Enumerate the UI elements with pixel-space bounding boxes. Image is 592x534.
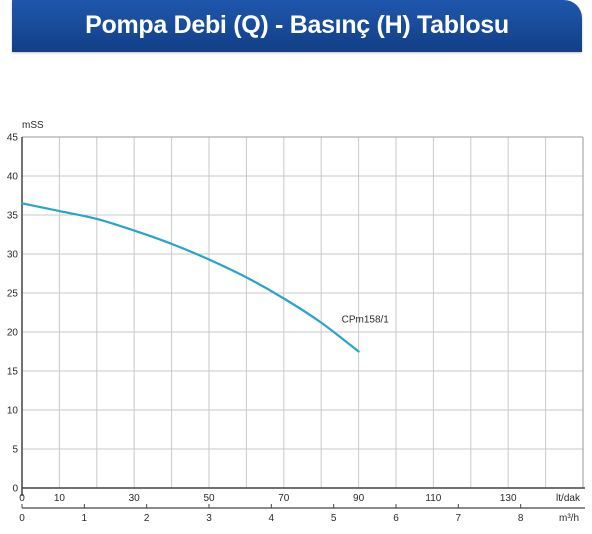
chart-title: Pompa Debi (Q) - Basınç (H) Tablosu	[85, 11, 509, 39]
plot-frame	[21, 136, 585, 509]
x-tick-ltdak-10: 10	[54, 493, 66, 504]
x-tick-m3h-0: 0	[19, 513, 25, 524]
x-tick-m3h-5: 5	[331, 513, 337, 524]
x-unit-m3h: m³/h	[559, 513, 579, 524]
y-tick-35: 35	[7, 211, 19, 222]
y-tick-40: 40	[7, 172, 19, 183]
x-axis-ticks-m3h: 0 1 2 3 4 5 6 7 8 m³/h	[19, 504, 579, 524]
x-tick-ltdak-50: 50	[203, 493, 215, 504]
x-tick-ltdak-130: 130	[500, 493, 517, 504]
x-tick-ltdak-30: 30	[129, 493, 141, 504]
x-tick-m3h-3: 3	[206, 513, 212, 524]
x-tick-ltdak-0: 0	[19, 493, 25, 504]
y-tick-25: 25	[7, 289, 19, 300]
series-line-0	[20, 202, 360, 353]
x-axis-ticks-lt-dak: 0 10 30 50 70 90 110 130 lt/dak	[19, 493, 581, 504]
y-tick-0: 0	[12, 484, 18, 495]
x-tick-m3h-1: 1	[82, 513, 88, 524]
x-tick-ltdak-110: 110	[425, 493, 441, 504]
y-tick-30: 30	[7, 250, 19, 261]
y-tick-5: 5	[12, 445, 18, 456]
x-tick-m3h-2: 2	[144, 513, 150, 524]
series-group: CPm158/1	[20, 202, 390, 353]
x-tick-m3h-8: 8	[518, 513, 524, 524]
y-tick-10: 10	[7, 406, 19, 417]
y-axis-label: mSS	[22, 120, 44, 131]
title-banner: Pompa Debi (Q) - Basınç (H) Tablosu	[12, 0, 582, 52]
grid-lines	[22, 137, 583, 488]
x-tick-ltdak-90: 90	[353, 493, 365, 504]
x-tick-m3h-6: 6	[393, 513, 399, 524]
y-tick-15: 15	[7, 367, 19, 378]
x-unit-lt-dak: lt/dak	[556, 493, 581, 504]
series-label-0: CPm158/1	[342, 315, 390, 326]
x-tick-ltdak-70: 70	[278, 493, 290, 504]
x-tick-m3h-4: 4	[269, 513, 275, 524]
y-tick-45: 45	[7, 133, 19, 144]
y-axis-ticks: 0 5 10 15 20 25 30 35 40 45	[7, 133, 19, 495]
x-tick-m3h-7: 7	[456, 513, 462, 524]
y-tick-20: 20	[7, 328, 19, 339]
